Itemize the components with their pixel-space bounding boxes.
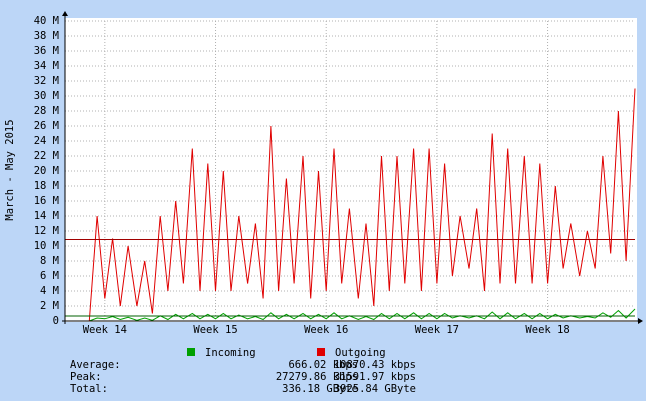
stat-value: 10870.43 kbps <box>334 359 416 371</box>
y-axis-label: March - May 2015 <box>4 119 16 220</box>
y-tick-label: 12 M <box>34 225 59 237</box>
y-tick-label: 4 M <box>40 285 59 297</box>
stat-value: 3925.84 GByte <box>334 383 416 395</box>
y-tick-label: 20 M <box>34 165 59 177</box>
stat-value: 666.02 kbps <box>288 359 358 371</box>
y-tick-label: 0 <box>53 315 59 327</box>
stat-label: Total: <box>70 383 108 395</box>
y-tick-label: 26 M <box>34 120 59 132</box>
legend-label: Outgoing <box>335 347 386 359</box>
stat-value: 27279.86 kbps <box>276 371 358 383</box>
stat-value: 31591.97 kbps <box>334 371 416 383</box>
y-tick-label: 36 M <box>34 45 59 57</box>
plot-area <box>65 18 637 322</box>
x-tick-label: Week 18 <box>525 324 569 336</box>
x-tick-label: Week 14 <box>83 324 127 336</box>
legend-label: Incoming <box>205 347 256 359</box>
y-tick-label: 10 M <box>34 240 59 252</box>
legend-swatch <box>187 348 195 356</box>
y-tick-label: 14 M <box>34 210 59 222</box>
stat-value: 336.18 GByte <box>282 383 358 395</box>
stat-label: Average: <box>70 359 121 371</box>
series-line <box>88 88 636 322</box>
y-axis-arrow <box>62 11 68 16</box>
y-tick-label: 22 M <box>34 150 59 162</box>
y-tick-label: 24 M <box>34 135 59 147</box>
y-tick-label: 2 M <box>40 300 59 312</box>
x-tick-label: Week 15 <box>193 324 237 336</box>
y-tick-label: 28 M <box>34 105 59 117</box>
y-tick-label: 16 M <box>34 195 59 207</box>
x-tick-label: Week 17 <box>415 324 459 336</box>
y-tick-label: 38 M <box>34 30 59 42</box>
y-tick-label: 8 M <box>40 255 59 267</box>
x-tick-label: Week 16 <box>304 324 348 336</box>
y-tick-label: 18 M <box>34 180 59 192</box>
y-tick-label: 34 M <box>34 60 59 72</box>
y-tick-label: 32 M <box>34 75 59 87</box>
legend-swatch <box>317 348 325 356</box>
y-tick-label: 6 M <box>40 270 59 282</box>
stat-label: Peak: <box>70 371 102 383</box>
y-tick-label: 30 M <box>34 90 59 102</box>
x-axis-arrow <box>638 318 643 324</box>
y-tick-label: 40 M <box>34 15 59 27</box>
